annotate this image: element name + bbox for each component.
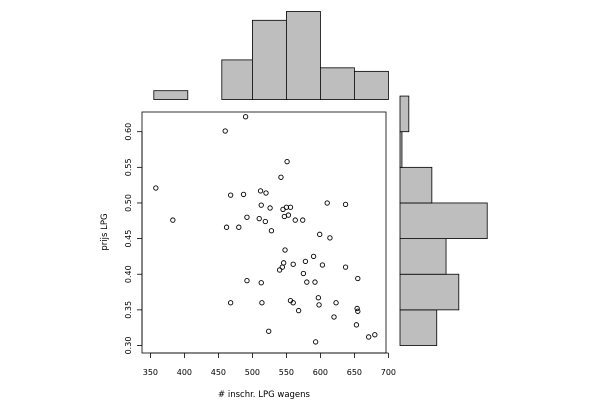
scatter-point — [366, 334, 372, 340]
y-tick-label: 0.30 — [124, 337, 133, 355]
x-tick-label: 500 — [245, 368, 260, 377]
scatter-point — [355, 275, 361, 282]
right-histogram-bar — [399, 273, 460, 311]
scatter-point — [319, 262, 326, 268]
scatter-point — [268, 228, 275, 234]
scatter-point — [342, 264, 349, 270]
scatter-point — [242, 114, 249, 120]
right-histogram-bar — [399, 202, 488, 239]
scatter-point — [312, 339, 319, 345]
x-tick-label: 550 — [279, 368, 294, 377]
top-histogram-bar — [319, 67, 355, 100]
scatter-point — [282, 247, 288, 253]
scatter-point — [312, 279, 318, 285]
x-tick-label: 700 — [381, 368, 396, 377]
top-marginal-histogram — [153, 11, 389, 100]
scatter-point — [279, 264, 285, 270]
scatter-point — [236, 224, 242, 230]
scatter-point — [259, 300, 265, 306]
x-tick-label: 400 — [177, 368, 192, 377]
scatter-point — [292, 217, 298, 223]
plot-frame — [141, 111, 387, 354]
y-tick-label: 0.45 — [124, 230, 133, 248]
scatter-point — [257, 188, 264, 194]
scatter-point — [223, 224, 230, 230]
scatter-point — [342, 201, 349, 208]
scatter-point — [227, 192, 234, 198]
top-histogram-bar — [251, 19, 287, 100]
scatter-point — [327, 235, 333, 241]
scatter-point — [317, 231, 323, 237]
scatter-point — [244, 214, 250, 220]
x-tick-label: 350 — [143, 368, 158, 377]
y-tick-label: 0.50 — [124, 194, 133, 212]
scatter-point — [290, 261, 296, 267]
scatter-point — [267, 205, 273, 211]
scatter-point — [256, 215, 262, 222]
scatter-point — [304, 279, 310, 285]
scatter-points — [153, 114, 378, 345]
scatter-point — [258, 280, 264, 286]
scatter-point — [266, 328, 272, 334]
x-tick-label: 450 — [211, 368, 226, 377]
scatter-point — [355, 308, 361, 314]
x-tick-label: 600 — [313, 368, 328, 377]
scatter-point — [372, 332, 378, 338]
scatter-point — [300, 217, 306, 223]
right-histogram-bar — [399, 131, 403, 168]
scatter-point — [354, 305, 360, 312]
scatter-point — [263, 190, 269, 196]
y-tick-label: 0.60 — [124, 123, 133, 141]
scatter-point — [310, 253, 317, 260]
scatter-plot: 350 400 450 500 550 600 650 700 0.30 0.35 0.40 0.4… — [100, 111, 396, 400]
y-tick-label: 0.55 — [124, 158, 133, 176]
scatter-point — [300, 270, 307, 277]
top-histogram-bar — [285, 11, 321, 100]
right-histogram-bar — [399, 166, 433, 204]
scatter-point — [290, 300, 296, 306]
scatter-point — [284, 158, 290, 165]
scatter-point — [278, 174, 284, 180]
right-histogram-bar — [399, 95, 410, 133]
scatter-point — [295, 307, 302, 314]
scatter-point — [258, 202, 264, 208]
scatter-point — [331, 314, 337, 320]
y-axis: 0.30 0.35 0.40 0.45 0.50 0.55 0.60 — [124, 123, 143, 355]
right-marginal-histogram — [399, 95, 488, 346]
scatter-point — [353, 322, 360, 328]
scatter-point — [170, 217, 176, 223]
scatter-point — [285, 212, 292, 218]
top-histogram-bar — [153, 90, 189, 100]
scatter-point — [244, 277, 250, 284]
y-axis-title: prijs LPG — [100, 213, 110, 250]
scatter-point — [240, 191, 247, 198]
top-histogram-bar — [353, 70, 389, 100]
x-axis: 350 400 450 500 550 600 650 700 — [143, 352, 396, 377]
scatter-point — [281, 260, 287, 266]
scatter-point — [222, 128, 228, 134]
x-axis-title: # inschr. LPG wagens — [218, 390, 311, 400]
y-tick-label: 0.35 — [124, 301, 133, 319]
scatter-point — [227, 300, 234, 306]
scatter-point — [153, 185, 159, 191]
scatter-point — [287, 204, 294, 210]
scatter-point — [302, 258, 309, 265]
scatter-point — [276, 267, 283, 273]
right-histogram-bar — [399, 238, 447, 275]
scatter-point — [333, 300, 339, 306]
scatter-point — [316, 302, 322, 308]
scatter-point — [324, 200, 330, 206]
y-tick-label: 0.40 — [124, 265, 133, 283]
top-histogram-bar — [221, 59, 253, 100]
scatter-point — [262, 218, 268, 225]
x-tick-label: 650 — [347, 368, 362, 377]
scatter-point — [315, 295, 322, 301]
right-histogram-bar — [399, 309, 438, 346]
